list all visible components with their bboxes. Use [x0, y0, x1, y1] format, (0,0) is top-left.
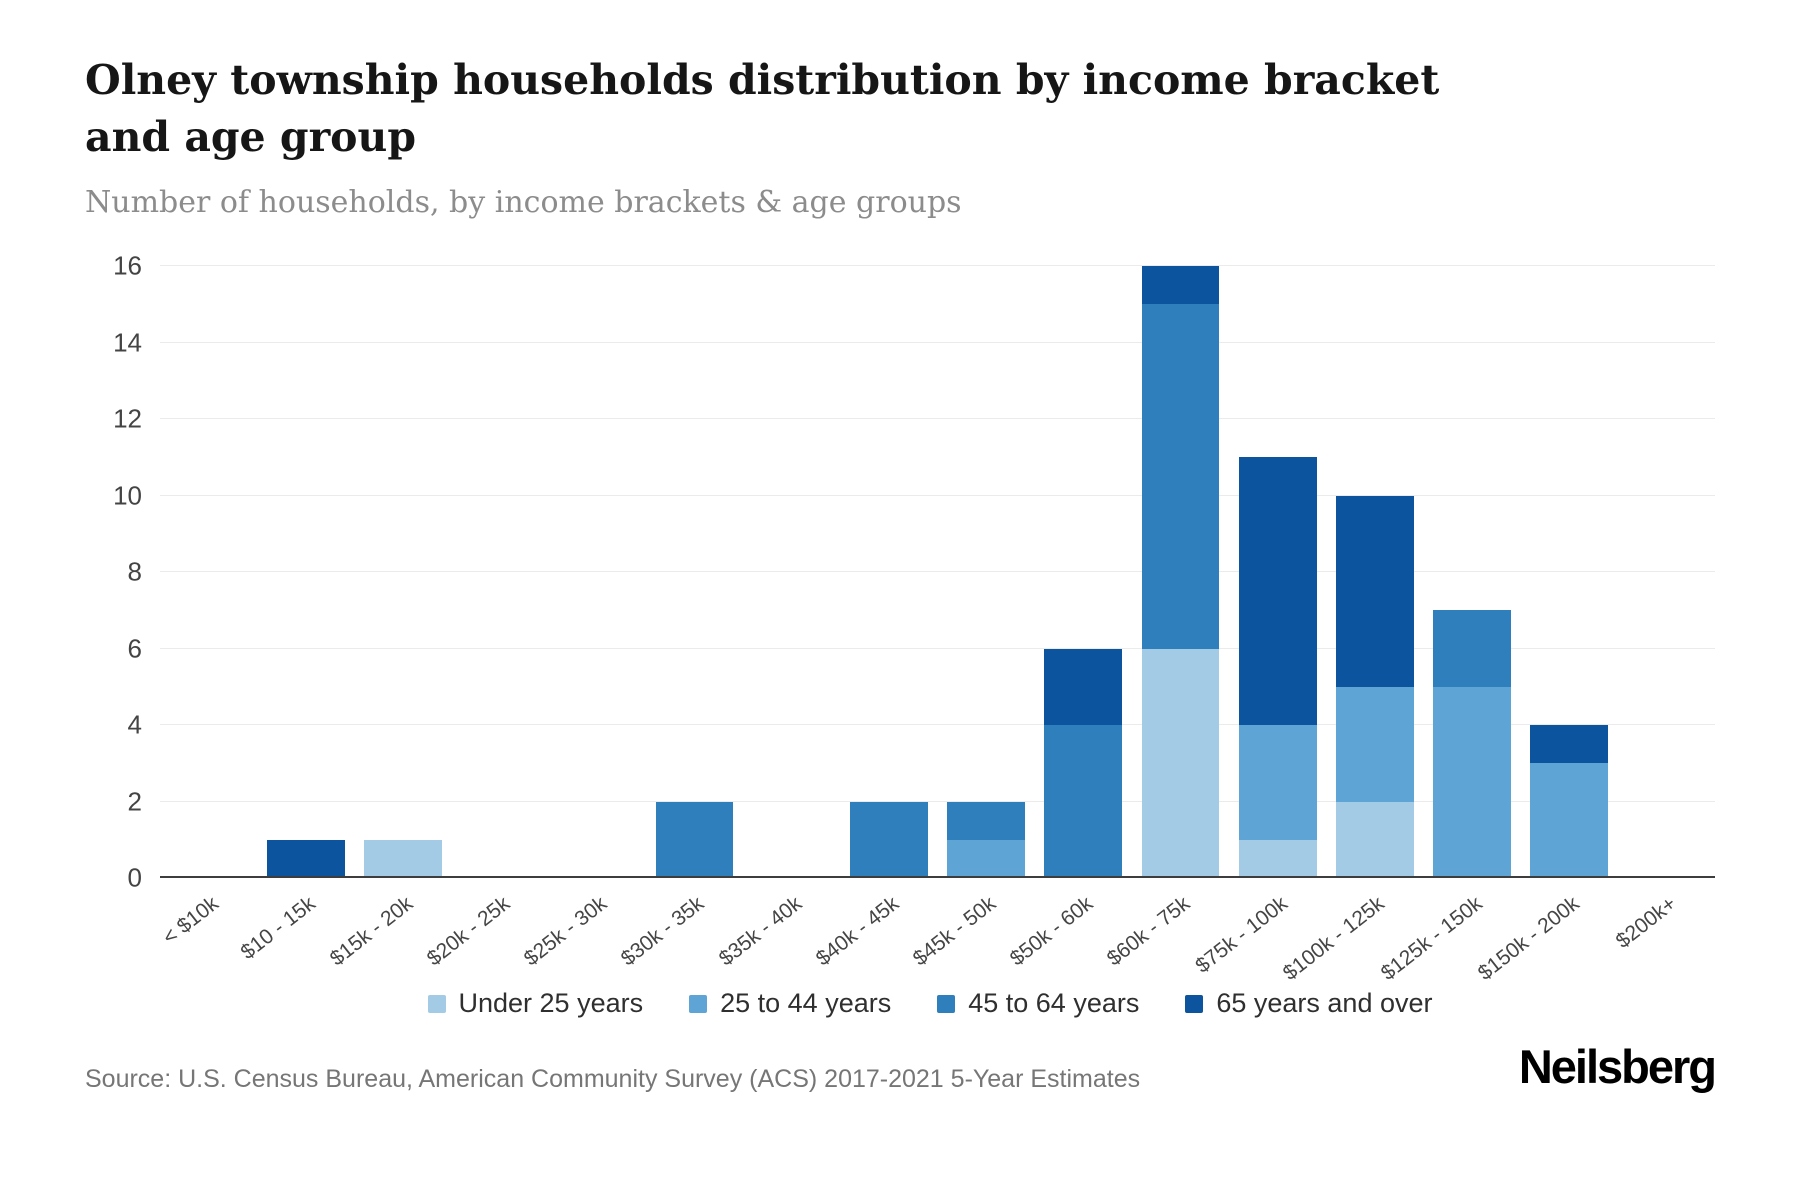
y-tick-label: 14 [113, 327, 142, 358]
bar-segment[interactable] [1238, 457, 1317, 726]
bar-column [646, 266, 743, 879]
bar-column [1423, 266, 1520, 879]
bar-segment[interactable] [1238, 839, 1317, 879]
bars-layer [160, 266, 1715, 879]
x-tick-label: $125k - 150k [1376, 892, 1487, 986]
gridline [160, 341, 1715, 343]
gridline [160, 494, 1715, 496]
x-tick-label: $200k+ [1611, 892, 1681, 954]
bar-segment[interactable] [1335, 495, 1414, 687]
chart-title: Olney township households distribution b… [85, 56, 1440, 161]
gridline [160, 571, 1715, 573]
gridline [160, 800, 1715, 802]
bar-column [452, 266, 549, 878]
bar-segment[interactable] [1238, 725, 1317, 840]
bar-segment[interactable] [1335, 801, 1414, 879]
bar-segment[interactable] [1141, 304, 1220, 649]
legend-swatch-icon [937, 994, 956, 1013]
bar-column [160, 266, 257, 878]
legend-item[interactable]: 65 years and over [1185, 988, 1433, 1019]
x-tick-label: $10 - 15k [236, 892, 320, 965]
bar-column [354, 266, 451, 879]
legend-swatch-icon [689, 994, 708, 1013]
bar-column [938, 266, 1035, 879]
legend-label: 25 to 44 years [720, 988, 892, 1019]
bar-segment[interactable] [947, 839, 1025, 879]
gridline [160, 647, 1715, 649]
x-tick-label: $20k - 25k [422, 892, 515, 971]
x-tick-label: $35k - 40k [714, 892, 806, 971]
source-text: Source: U.S. Census Bureau, American Com… [85, 1065, 1141, 1094]
legend-label: 65 years and over [1216, 988, 1433, 1019]
bar-segment[interactable] [1044, 648, 1123, 726]
bar-column [1229, 266, 1326, 879]
y-tick-label: 4 [127, 709, 142, 740]
bar-segment[interactable] [1141, 648, 1220, 879]
x-tick-label: $40k - 45k [811, 892, 904, 971]
plot-area [160, 265, 1715, 879]
bar-segment[interactable] [1530, 725, 1609, 764]
bar-column [1618, 266, 1715, 878]
bar-column [1521, 266, 1618, 879]
bar-segment[interactable] [266, 839, 345, 879]
footer: Source: U.S. Census Bureau, American Com… [85, 1039, 1717, 1094]
x-tick-label: $75k - 100k [1191, 892, 1292, 978]
x-axis-labels: < $10k $10 - 15k $15k - 20k $20k - 25k $25k … [158, 878, 1715, 985]
bar-column [840, 266, 937, 879]
grid-layer [160, 265, 1715, 879]
x-axis-line [160, 876, 1715, 879]
legend-label: Under 25 years [458, 988, 644, 1019]
x-tick-label: $25k - 30k [520, 892, 612, 971]
y-tick-label: 8 [127, 556, 142, 587]
bar-segment[interactable] [1433, 686, 1511, 879]
chart-subtitle: Number of households, by income brackets… [85, 185, 962, 221]
y-tick-label: 12 [113, 403, 142, 434]
x-tick-label: $150k - 200k [1473, 892, 1584, 986]
bar-segment[interactable] [1433, 610, 1511, 687]
bar-column [1035, 266, 1132, 879]
bar-column [549, 266, 646, 878]
bar-column [1326, 266, 1423, 879]
bar-segment[interactable] [1044, 725, 1123, 879]
legend-item[interactable]: 25 to 44 years [689, 988, 891, 1019]
brand-logo: Neilsberg [1518, 1040, 1717, 1094]
bar-segment[interactable] [1530, 763, 1609, 879]
gridline [160, 418, 1715, 420]
x-tick-label: $15k - 20k [325, 892, 418, 971]
legend-item[interactable]: 45 to 64 years [937, 988, 1139, 1019]
y-tick-label: 10 [113, 480, 142, 511]
legend-item[interactable]: Under 25 years [427, 988, 644, 1019]
bar-segment[interactable] [850, 801, 928, 879]
bar-segment[interactable] [655, 801, 734, 879]
bar-segment[interactable] [1335, 686, 1414, 802]
y-tick-label: 6 [127, 633, 142, 664]
gridline [160, 265, 1715, 267]
x-tick-label: < $10k [158, 892, 223, 950]
legend-label: 45 to 64 years [968, 988, 1140, 1019]
y-tick-label: 2 [127, 786, 142, 817]
x-tick-label: $45k - 50k [908, 892, 1001, 971]
chart-area: 0 2 4 6 8 10 12 14 16 [85, 251, 1715, 893]
legend-swatch-icon [1185, 994, 1204, 1013]
bar-segment[interactable] [1141, 266, 1220, 305]
bar-column [1132, 266, 1229, 879]
legend-swatch-icon [427, 994, 446, 1013]
bar-column [743, 266, 840, 878]
bar-segment[interactable] [947, 801, 1025, 840]
y-axis-labels: 0 2 4 6 8 10 12 14 16 [85, 251, 160, 893]
x-tick-label: $30k - 35k [617, 892, 709, 971]
x-tick-label: $50k - 60k [1006, 892, 1098, 971]
bar-column [257, 266, 354, 879]
bar-segment[interactable] [364, 839, 442, 879]
y-tick-label: 0 [127, 862, 142, 893]
y-tick-label: 16 [113, 250, 142, 281]
gridline [160, 724, 1715, 726]
legend: Under 25 years 25 to 44 years 45 to 64 yea… [145, 988, 1715, 1019]
x-tick-label: $100k - 125k [1279, 892, 1390, 986]
x-tick-label: $60k - 75k [1103, 892, 1195, 971]
